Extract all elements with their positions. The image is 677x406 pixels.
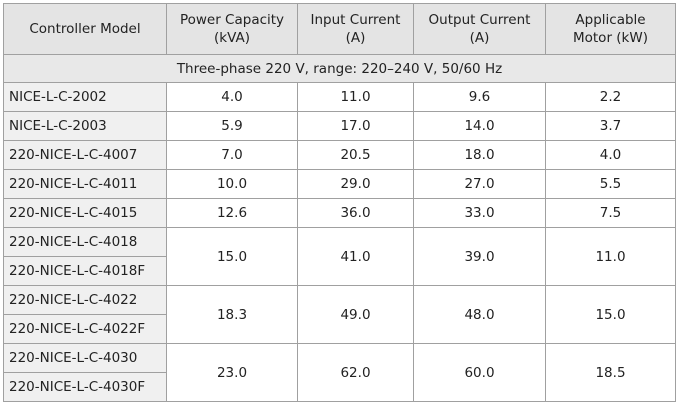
header-cell: Controller Model	[3, 3, 167, 55]
subheader-cell: Three-phase 220 V, range: 220–240 V, 50/…	[3, 54, 676, 83]
model-cell: 220-NICE-L-C-4018	[3, 227, 167, 257]
value-cell: 18.0	[413, 140, 546, 170]
data-row: 220-NICE-L-C-4030 23.0 62.0 60.0 18.5	[3, 343, 676, 402]
value-cell: 7.0	[166, 140, 298, 170]
value-cell: 17.0	[297, 111, 414, 141]
value-cell: 41.0	[297, 227, 414, 286]
header-cell: Power Capacity (kVA)	[166, 3, 298, 55]
value-cell: 2.2	[545, 82, 676, 112]
spec-table: Controller Model Power Capacity (kVA) Input…	[3, 3, 676, 402]
table-body: Controller Model Power Capacity (kVA) Input…	[3, 3, 676, 402]
value-cell: 23.0	[166, 343, 298, 402]
value-cell: 18.5	[545, 343, 676, 402]
value-cell: 5.9	[166, 111, 298, 141]
value-cell: 49.0	[297, 285, 414, 344]
value-cell: 9.6	[413, 82, 546, 112]
header-cell: Output Current (A)	[413, 3, 546, 55]
data-row: 220-NICE-L-C-4018F	[3, 256, 676, 286]
header-text: (kVA)	[214, 30, 250, 46]
value-cell: 11.0	[545, 227, 676, 286]
value-cell: 18.3	[166, 285, 298, 344]
value-cell: 62.0	[297, 343, 414, 402]
header-text: Output Current	[428, 12, 531, 28]
model-cell: 220-NICE-L-C-4030	[3, 343, 167, 373]
header-cell: Applicable Motor (kW)	[545, 3, 676, 55]
value-cell: 29.0	[297, 169, 414, 199]
model-cell: 220-NICE-L-C-4022	[3, 285, 167, 315]
value-cell: 60.0	[413, 343, 546, 402]
model-cell: NICE-L-C-2003	[3, 111, 167, 141]
data-row: 220-NICE-L-C-4015 12.6 36.0 33.0 7.5	[3, 198, 676, 228]
value-cell: 4.0	[166, 82, 298, 112]
model-cell: NICE-L-C-2002	[3, 82, 167, 112]
value-cell: 3.7	[545, 111, 676, 141]
data-row: 220-NICE-L-C-4011 10.0 29.0 27.0 5.5	[3, 169, 676, 199]
value-cell: 15.0	[166, 227, 298, 286]
data-row: 220-NICE-L-C-4018 15.0 41.0 39.0 11.0	[3, 227, 676, 286]
value-cell: 10.0	[166, 169, 298, 199]
data-row: 220-NICE-L-C-4007 7.0 20.5 18.0 4.0	[3, 140, 676, 170]
model-cell: 220-NICE-L-C-4030F	[3, 372, 167, 402]
value-cell: 5.5	[545, 169, 676, 199]
model-cell: 220-NICE-L-C-4022F	[3, 314, 167, 344]
value-cell: 27.0	[413, 169, 546, 199]
model-cell: 220-NICE-L-C-4015	[3, 198, 167, 228]
value-cell: 14.0	[413, 111, 546, 141]
model-cell: 220-NICE-L-C-4011	[3, 169, 167, 199]
value-cell: 39.0	[413, 227, 546, 286]
model-cell: 220-NICE-L-C-4007	[3, 140, 167, 170]
data-row: 220-NICE-L-C-4022F	[3, 314, 676, 344]
value-cell: 33.0	[413, 198, 546, 228]
value-cell: 12.6	[166, 198, 298, 228]
value-cell: 48.0	[413, 285, 546, 344]
header-text: (A)	[345, 30, 366, 46]
header-row: Controller Model Power Capacity (kVA) Input…	[3, 3, 676, 55]
header-text: Controller Model	[29, 21, 141, 37]
header-text: (A)	[469, 30, 490, 46]
value-cell: 36.0	[297, 198, 414, 228]
header-text: Applicable	[575, 12, 646, 28]
data-row: NICE-L-C-2003 5.9 17.0 14.0 3.7	[3, 111, 676, 141]
value-cell: 20.5	[297, 140, 414, 170]
header-cell: Input Current (A)	[297, 3, 414, 55]
header-text: Input Current	[310, 12, 401, 28]
data-row: 220-NICE-L-C-4030F	[3, 372, 676, 402]
subheader-row: Three-phase 220 V, range: 220–240 V, 50/…	[3, 54, 676, 83]
value-cell: 7.5	[545, 198, 676, 228]
value-cell: 4.0	[545, 140, 676, 170]
value-cell: 15.0	[545, 285, 676, 344]
header-text: Power Capacity	[179, 12, 285, 28]
header-text: Motor (kW)	[572, 30, 648, 46]
data-row: NICE-L-C-2002 4.0 11.0 9.6 2.2	[3, 82, 676, 112]
model-cell: 220-NICE-L-C-4018F	[3, 256, 167, 286]
value-cell: 11.0	[297, 82, 414, 112]
data-row: 220-NICE-L-C-4022 18.3 49.0 48.0 15.0	[3, 285, 676, 344]
